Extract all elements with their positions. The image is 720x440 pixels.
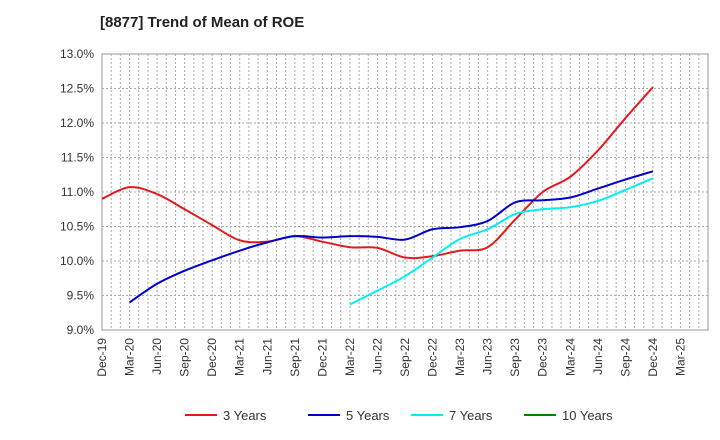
x-tick-label: Jun-22	[370, 338, 384, 375]
x-tick-label: Dec-20	[205, 338, 219, 377]
series-line-3-years	[101, 86, 654, 260]
x-tick-label: Mar-23	[453, 338, 467, 376]
chart-title: [8877] Trend of Mean of ROE	[100, 14, 305, 31]
legend-label: 10 Years	[562, 408, 613, 423]
series-line-7-years	[349, 177, 654, 306]
series-line-5-years	[128, 170, 654, 304]
x-tick-label: Jun-21	[260, 338, 274, 375]
y-tick-label: 10.0%	[60, 254, 94, 268]
y-tick-label: 9.0%	[67, 323, 95, 337]
x-tick-label: Dec-21	[315, 338, 329, 377]
legend-label: 3 Years	[223, 408, 267, 423]
y-tick-label: 11.0%	[61, 185, 94, 199]
x-tick-label: Sep-23	[508, 338, 522, 377]
x-tick-label: Mar-22	[343, 338, 357, 376]
x-tick-label: Sep-22	[398, 338, 412, 377]
x-tick-label: Mar-25	[673, 338, 687, 376]
x-tick-label: Jun-23	[481, 338, 495, 375]
y-tick-label: 9.5%	[67, 289, 95, 303]
y-tick-label: 13.0%	[60, 47, 94, 61]
y-tick-label: 11.5%	[61, 151, 94, 165]
y-tick-label: 12.0%	[60, 116, 94, 130]
x-tick-label: Sep-24	[618, 338, 632, 377]
x-tick-label: Jun-20	[150, 338, 164, 375]
x-tick-label: Sep-21	[288, 338, 302, 377]
x-tick-label: Dec-23	[536, 338, 550, 377]
x-tick-label: Sep-20	[178, 338, 192, 377]
x-tick-label: Dec-19	[95, 338, 109, 377]
x-tick-label: Mar-20	[123, 338, 137, 376]
x-tick-label: Jun-24	[591, 338, 605, 375]
x-tick-label: Mar-21	[233, 338, 247, 376]
legend-label: 5 Years	[346, 408, 390, 423]
x-tick-label: Dec-24	[646, 338, 660, 377]
y-tick-label: 10.5%	[60, 220, 94, 234]
x-tick-label: Mar-24	[563, 338, 577, 376]
y-tick-label: 12.5%	[60, 82, 94, 96]
x-tick-label: Dec-22	[426, 338, 440, 377]
legend-label: 7 Years	[449, 408, 493, 423]
